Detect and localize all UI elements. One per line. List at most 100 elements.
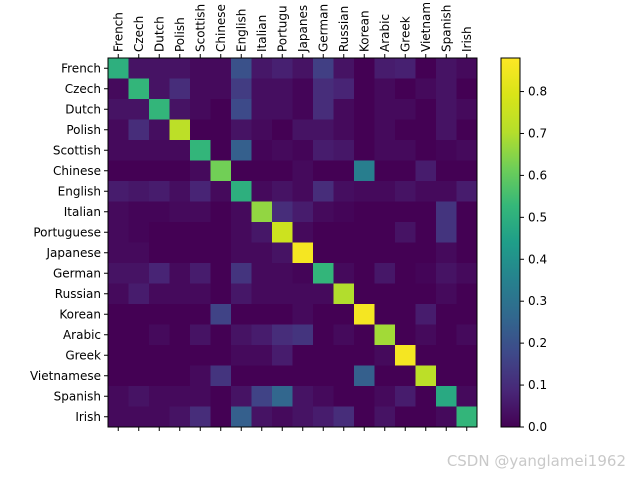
heatmap-cell: [210, 222, 232, 243]
heatmap-cell: [415, 406, 437, 428]
heatmap-cell: [354, 406, 375, 428]
heatmap-cell: [169, 304, 191, 325]
heatmap-cell: [272, 386, 293, 407]
heatmap-cell: [436, 99, 457, 120]
heatmap-cell: [415, 365, 437, 387]
heatmap-cell: [313, 181, 334, 202]
heatmap-cell: [128, 304, 150, 325]
heatmap-cell: [333, 242, 355, 264]
heatmap-cell: [456, 304, 478, 325]
heatmap-cell: [374, 345, 396, 366]
x-tick-label: English: [234, 9, 248, 52]
heatmap-cell: [313, 140, 334, 161]
heatmap-cell: [333, 304, 355, 325]
heatmap-cell: [210, 242, 232, 264]
heatmap-cell: [251, 78, 273, 100]
heatmap-cell: [190, 119, 211, 141]
heatmap-cell: [456, 58, 478, 79]
heatmap-cell: [333, 99, 355, 120]
heatmap-cell: [210, 119, 232, 141]
heatmap-cell: [354, 99, 375, 120]
heatmap-cell: [210, 160, 232, 182]
heatmap-cell: [313, 283, 334, 305]
heatmap-cell: [190, 99, 211, 120]
heatmap-cell: [108, 324, 129, 346]
heatmap-cell: [231, 365, 252, 387]
heatmap-cell: [374, 222, 396, 243]
heatmap-cell: [292, 345, 314, 366]
heatmap-cell: [108, 222, 129, 243]
heatmap-cell: [272, 181, 293, 202]
heatmap-cell: [190, 140, 211, 161]
heatmap-cell: [313, 201, 334, 223]
heatmap-cell: [251, 140, 273, 161]
heatmap-cell: [395, 283, 416, 305]
heatmap-cell: [108, 119, 129, 141]
heatmap-cell: [251, 304, 273, 325]
heatmap-cell: [374, 242, 396, 264]
heatmap-cell: [128, 181, 150, 202]
heatmap-cell: [251, 324, 273, 346]
x-tick-label: Greek: [398, 16, 412, 52]
heatmap-cell: [231, 160, 252, 182]
heatmap-cell: [456, 263, 478, 284]
heatmap-cell: [395, 201, 416, 223]
heatmap-cell: [169, 78, 191, 100]
heatmap-cell: [128, 406, 150, 428]
heatmap-cell: [169, 201, 191, 223]
heatmap-cell: [333, 406, 355, 428]
heatmap-cell: [149, 222, 170, 243]
heatmap-cell: [272, 160, 293, 182]
heatmap-cell: [108, 242, 129, 264]
heatmap-cell: [149, 304, 170, 325]
y-tick-label: Italian: [64, 205, 101, 219]
heatmap-cell: [149, 140, 170, 161]
y-tick-label: English: [58, 184, 101, 198]
heatmap-cell: [354, 365, 375, 387]
heatmap-cell: [128, 99, 150, 120]
heatmap-cell: [149, 242, 170, 264]
x-tick-label: Japanes: [296, 5, 310, 53]
heatmap-cell: [272, 140, 293, 161]
heatmap-cell: [333, 58, 355, 79]
colorbar: [500, 57, 521, 428]
heatmap-cell: [231, 386, 252, 407]
heatmap-cell: [354, 386, 375, 407]
heatmap-cell: [436, 242, 457, 264]
heatmap-cell: [251, 242, 273, 264]
heatmap-cell: [292, 140, 314, 161]
heatmap-cell: [354, 201, 375, 223]
heatmap-cell: [313, 365, 334, 387]
heatmap-cell: [169, 365, 191, 387]
heatmap-cell: [210, 78, 232, 100]
heatmap-cell: [333, 324, 355, 346]
heatmap-cell: [272, 78, 293, 100]
heatmap-cell: [354, 283, 375, 305]
heatmap-cell: [231, 324, 252, 346]
heatmap-cell: [231, 78, 252, 100]
x-tick-label: Russian: [337, 6, 351, 52]
colorbar-tick-label: 0.3: [528, 294, 547, 308]
heatmap-cell: [395, 181, 416, 202]
heatmap-cell: [395, 160, 416, 182]
heatmap-cell: [251, 58, 273, 79]
y-tick-label: Dutch: [65, 102, 101, 116]
heatmap-cell: [128, 119, 150, 141]
heatmap-cell: [231, 345, 252, 366]
heatmap-cell: [128, 324, 150, 346]
y-tick-label: German: [53, 266, 101, 280]
heatmap-cell: [231, 304, 252, 325]
y-tick-label: Polish: [66, 123, 101, 137]
heatmap-cell: [149, 365, 170, 387]
heatmap-cell: [272, 283, 293, 305]
heatmap-cell: [108, 140, 129, 161]
heatmap-cell: [436, 263, 457, 284]
heatmap-cell: [231, 283, 252, 305]
heatmap-cell: [333, 201, 355, 223]
heatmap-cell: [333, 181, 355, 202]
heatmap-cell: [374, 181, 396, 202]
heatmap-cell: [415, 160, 437, 182]
heatmap-cell: [149, 181, 170, 202]
heatmap-cell: [169, 263, 191, 284]
